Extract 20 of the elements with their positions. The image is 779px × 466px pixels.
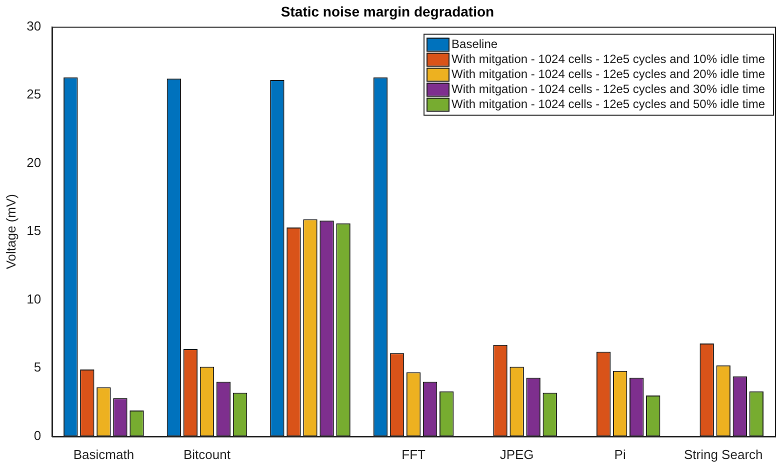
y-tick-label: 10	[26, 291, 42, 306]
y-tick-label: 0	[34, 428, 42, 443]
legend-label: Baseline	[452, 37, 498, 52]
x-tick-label: JPEG	[500, 446, 534, 462]
x-tick-label: Basicmath	[73, 446, 134, 462]
legend-label: With mitgation - 1024 cells - 12e5 cycles and 20% idle time	[452, 67, 766, 82]
y-tick-label: 30	[26, 18, 42, 34]
x-tick-label: Pi	[614, 446, 626, 462]
y-tick-label: 5	[34, 360, 42, 375]
y-tick-label: 20	[26, 154, 42, 170]
y-axis-title: Voltage (mV)	[3, 194, 18, 270]
legend-label: With mitgation - 1024 cells - 12e5 cycles and 30% idle time	[452, 82, 766, 96]
x-tick-label: FFT	[402, 446, 426, 462]
x-tick-label: String Search	[684, 446, 763, 462]
y-tick-label: 15	[26, 223, 42, 238]
legend-label: With mitgation - 1024 cells - 12e5 cycles and 50% idle time	[452, 97, 766, 112]
x-tick-label: Bitcount	[183, 446, 231, 462]
chart-title: Static noise margin degradation	[280, 3, 494, 20]
legend-label: With mitgation - 1024 cells - 12e5 cycles and 10% idle time	[452, 52, 766, 66]
y-tick-label: 25	[26, 86, 42, 102]
